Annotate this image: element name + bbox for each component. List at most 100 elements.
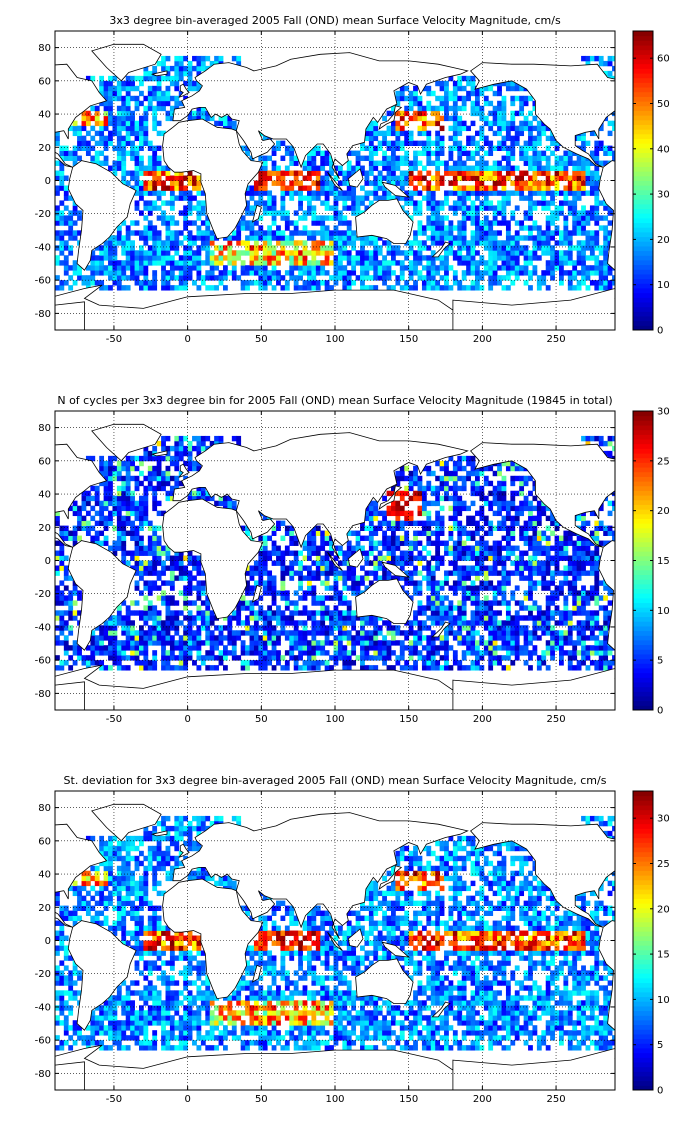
data-cell [112, 130, 118, 137]
data-cell [457, 145, 463, 151]
data-cell [121, 100, 127, 107]
data-cell [280, 590, 286, 596]
data-cell [479, 235, 485, 241]
data-cell [262, 235, 268, 241]
data-cell [227, 640, 233, 646]
data-cell [174, 235, 180, 241]
data-cell [399, 470, 405, 477]
data-cell [329, 165, 334, 171]
data-cell [284, 270, 290, 276]
data-cell [501, 180, 507, 186]
data-cell [85, 150, 91, 156]
data-cell [231, 505, 237, 512]
data-cell [417, 255, 423, 261]
data-cell [519, 270, 525, 276]
data-cell [139, 140, 144, 147]
data-cell [408, 190, 414, 196]
data-cell [413, 650, 418, 656]
data-cell [364, 620, 370, 626]
data-cell [116, 650, 122, 656]
data-cell [116, 120, 122, 127]
data-cell [262, 580, 268, 586]
data-cell [302, 540, 308, 546]
data-cell [276, 225, 281, 231]
data-cell [156, 460, 162, 467]
data-cell [545, 135, 551, 142]
data-cell [112, 645, 118, 651]
data-cell [121, 495, 127, 502]
data-cell [315, 525, 321, 531]
data-cell [567, 150, 573, 156]
coastline [378, 105, 403, 130]
data-cell [581, 135, 586, 142]
data-cell [307, 570, 312, 576]
data-cell [368, 145, 374, 151]
data-cell [311, 240, 317, 246]
data-cell [320, 540, 326, 546]
data-cell [492, 210, 498, 216]
data-cell [404, 490, 410, 497]
data-cell [430, 210, 436, 216]
data-cell [444, 110, 449, 117]
data-cell [55, 170, 60, 176]
data-cell [187, 650, 193, 656]
data-cell [262, 645, 268, 651]
data-cell [391, 555, 396, 561]
data-cell [404, 555, 410, 561]
data-cell [532, 175, 538, 181]
data-cell [311, 560, 317, 566]
data-cell [364, 270, 370, 276]
data-cell [435, 120, 441, 127]
data-cell [545, 220, 551, 226]
data-cell [355, 590, 361, 596]
data-cell [594, 265, 600, 271]
data-cell [68, 245, 74, 251]
data-cell [196, 115, 202, 122]
data-cell [391, 180, 396, 186]
data-cell [408, 115, 414, 122]
data-cell [147, 85, 153, 92]
data-cell [298, 205, 303, 211]
data-cell [585, 240, 591, 246]
data-cell [351, 585, 357, 591]
data-cell [293, 655, 299, 661]
data-cell [320, 220, 326, 226]
data-cell [134, 645, 140, 651]
colorbar-segment [633, 217, 653, 224]
data-cell [351, 640, 357, 646]
data-cell [452, 235, 458, 241]
data-cell [121, 160, 127, 166]
data-cell [382, 510, 387, 517]
data-cell [426, 500, 432, 507]
data-cell [505, 270, 511, 276]
data-cell [165, 185, 171, 191]
data-cell [448, 190, 454, 196]
data-cell [594, 240, 600, 246]
data-cell [329, 185, 334, 191]
data-cell [262, 560, 268, 566]
data-cell [435, 205, 441, 211]
data-cell [258, 550, 264, 556]
data-cell [320, 600, 326, 606]
data-cell [99, 130, 105, 137]
data-cell [240, 630, 246, 636]
data-cell [598, 145, 604, 151]
data-cell [116, 515, 122, 522]
data-cell [550, 195, 555, 201]
data-cell [603, 270, 609, 276]
data-cell [603, 145, 609, 151]
data-cell [346, 250, 352, 256]
data-cell [302, 210, 308, 216]
data-cell [497, 170, 502, 176]
data-cell [139, 270, 144, 276]
data-cell [81, 490, 87, 497]
data-cell [130, 465, 135, 472]
data-cell [448, 150, 454, 156]
data-cell [152, 665, 158, 671]
data-cell [152, 565, 158, 571]
data-cell [368, 515, 374, 522]
data-cell [337, 180, 343, 186]
data-cell [523, 245, 529, 251]
data-cell [271, 640, 277, 646]
data-cell [607, 55, 613, 62]
